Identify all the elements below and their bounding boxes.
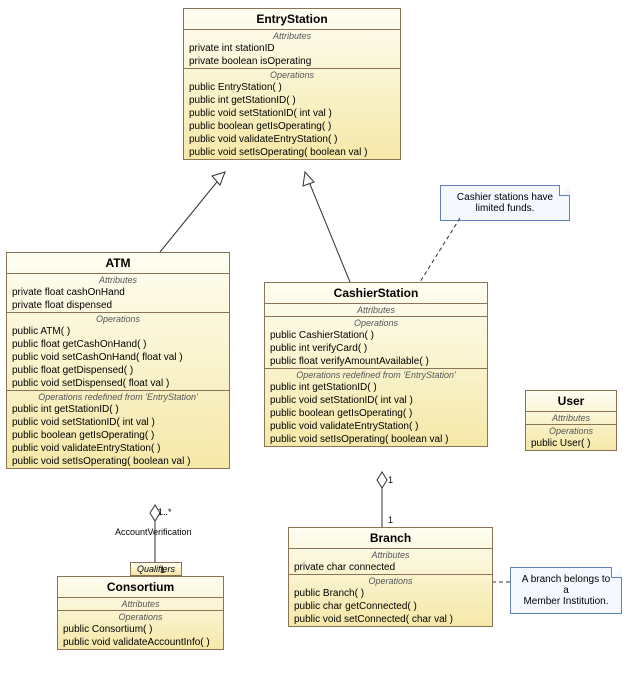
attrs-label: Attributes [58, 598, 223, 610]
op: public void setIsOperating( boolean val … [7, 455, 229, 468]
op: public float getDispensed( ) [7, 364, 229, 377]
op: public char getConnected( ) [289, 600, 492, 613]
op: public User( ) [526, 437, 616, 450]
attr: private char connected [289, 561, 492, 574]
note-cashier-funds: Cashier stations have limited funds. [440, 185, 570, 221]
op: public void setDispensed( float val ) [7, 377, 229, 390]
class-consortium: Consortium Attributes Operations public … [57, 576, 224, 650]
attrs-label: Attributes [184, 30, 400, 42]
attr: private float dispensed [7, 299, 229, 312]
op: public void validateEntryStation( ) [184, 133, 400, 146]
op: public void setIsOperating( boolean val … [184, 146, 400, 159]
attr: private int stationID [184, 42, 400, 55]
attrs-label: Attributes [265, 304, 487, 316]
op: public int getStationID( ) [265, 381, 487, 394]
op: public void setStationID( int val ) [184, 107, 400, 120]
op: public EntryStation( ) [184, 81, 400, 94]
class-title: EntryStation [184, 9, 400, 30]
class-cashierstation: CashierStation Attributes Operations pub… [264, 282, 488, 447]
ops-label: Operations [58, 611, 223, 623]
ops-label: Operations [265, 317, 487, 329]
qualifier-box: Qualifiers [130, 562, 182, 576]
op: public void validateEntryStation( ) [265, 420, 487, 433]
class-user: User Attributes Operations public User( … [525, 390, 617, 451]
ops-label: Operations [289, 575, 492, 587]
op: public void setIsOperating( boolean val … [265, 433, 487, 446]
op: public boolean getIsOperating( ) [184, 120, 400, 133]
ops-label: Operations [7, 313, 229, 325]
attrs-label: Attributes [7, 274, 229, 286]
class-title: Branch [289, 528, 492, 549]
op: public void validateAccountInfo( ) [58, 636, 223, 649]
op: public CashierStation( ) [265, 329, 487, 342]
op: public int getStationID( ) [7, 403, 229, 416]
multiplicity: 1 [388, 475, 393, 485]
class-atm: ATM Attributes private float cashOnHand … [6, 252, 230, 469]
op: public Consortium( ) [58, 623, 223, 636]
op: public int getStationID( ) [184, 94, 400, 107]
op: public void setStationID( int val ) [265, 394, 487, 407]
op: public boolean getIsOperating( ) [7, 429, 229, 442]
redef-label: Operations redefined from 'EntryStation' [265, 369, 487, 381]
attr: private boolean isOperating [184, 55, 400, 68]
multiplicity: 1 [160, 565, 165, 575]
attrs-label: Attributes [526, 412, 616, 424]
note-branch-member: A branch belongs to a Member Institution… [510, 567, 622, 614]
op: public ATM( ) [7, 325, 229, 338]
ops-label: Operations [526, 425, 616, 437]
attr: private float cashOnHand [7, 286, 229, 299]
attrs-label: Attributes [289, 549, 492, 561]
class-branch: Branch Attributes private char connected… [288, 527, 493, 627]
op: public float getCashOnHand( ) [7, 338, 229, 351]
op: public void setConnected( char val ) [289, 613, 492, 626]
op: public float verifyAmountAvailable( ) [265, 355, 487, 368]
note-line: limited funds. [476, 203, 535, 214]
class-title: CashierStation [265, 283, 487, 304]
op: public Branch( ) [289, 587, 492, 600]
class-title: Consortium [58, 577, 223, 598]
class-entrystation: EntryStation Attributes private int stat… [183, 8, 401, 160]
op: public boolean getIsOperating( ) [265, 407, 487, 420]
note-line: Member Institution. [523, 596, 608, 607]
note-line: A branch belongs to a [522, 574, 610, 596]
op: public void setStationID( int val ) [7, 416, 229, 429]
op: public void setCashOnHand( float val ) [7, 351, 229, 364]
op: public int verifyCard( ) [265, 342, 487, 355]
class-title: User [526, 391, 616, 412]
assoc-label: AccountVerification [115, 527, 192, 537]
class-title: ATM [7, 253, 229, 274]
multiplicity: 1 [388, 515, 393, 525]
ops-label: Operations [184, 69, 400, 81]
redef-label: Operations redefined from 'EntryStation' [7, 391, 229, 403]
multiplicity: 1..* [158, 507, 172, 517]
note-line: Cashier stations have [457, 192, 553, 203]
op: public void validateEntryStation( ) [7, 442, 229, 455]
